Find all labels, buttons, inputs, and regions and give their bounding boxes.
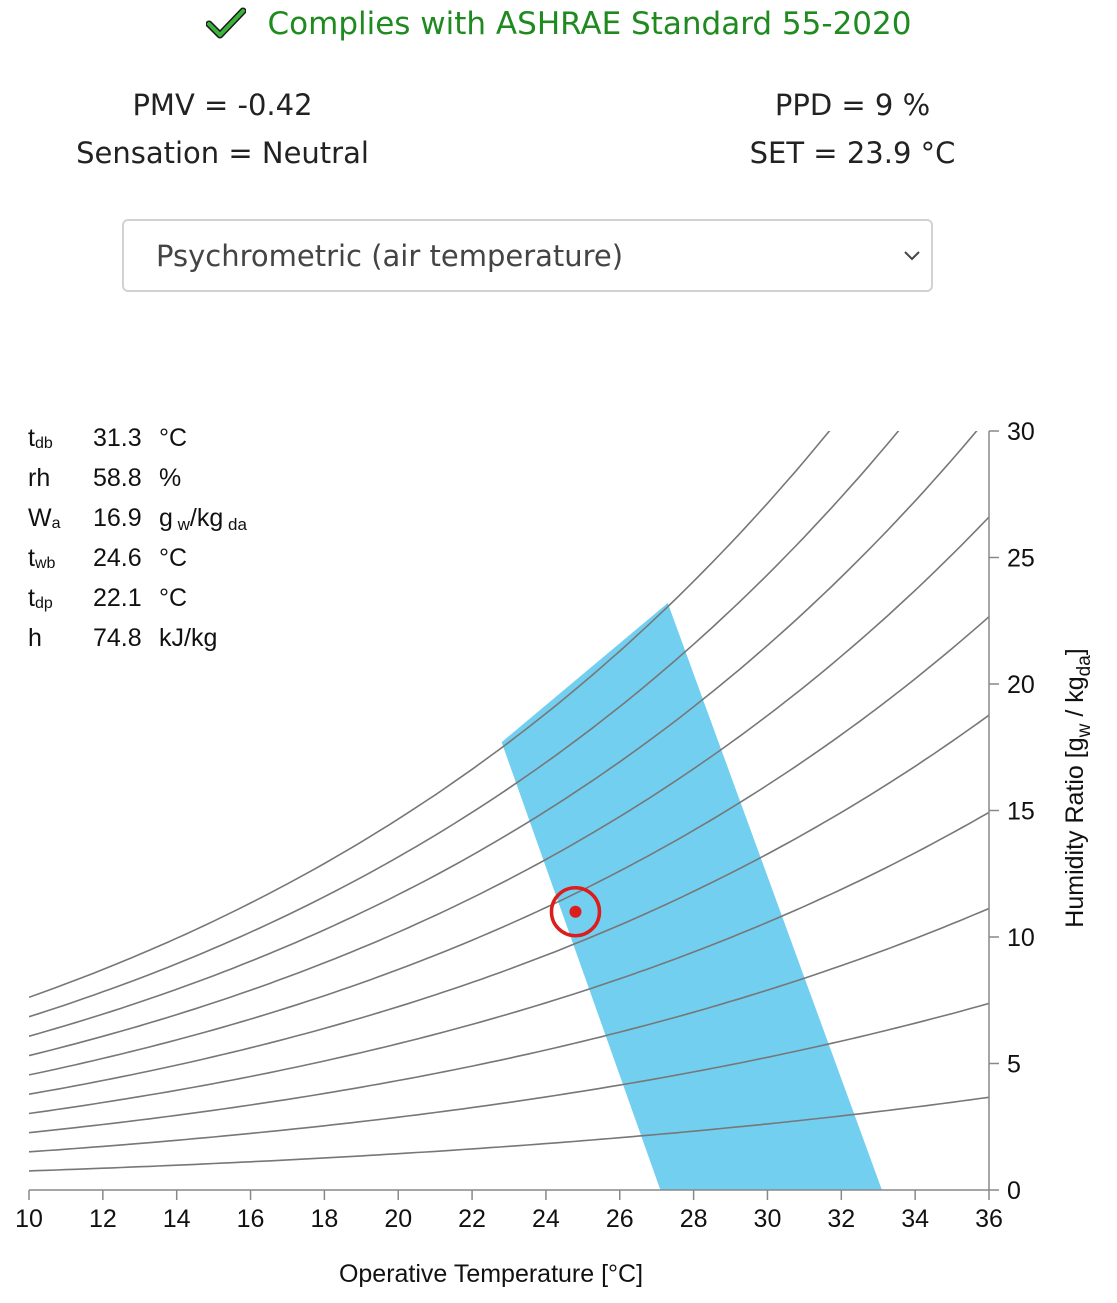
property-symbol: rh <box>28 464 51 492</box>
x-tick-label: 28 <box>680 1205 708 1233</box>
property-value: 24.6 <box>93 544 142 572</box>
y-tick-label: 20 <box>1007 671 1035 699</box>
current-condition-point <box>569 905 582 918</box>
sensation-value: Sensation = Neutral <box>76 136 369 170</box>
property-unit: °C <box>159 584 188 612</box>
ppd-value: PPD = 9 % <box>774 88 931 122</box>
chart-type-selected: Psychrometric (air temperature) <box>156 238 624 273</box>
property-unit: g w/kg da <box>159 504 247 534</box>
x-tick-label: 34 <box>901 1205 929 1233</box>
property-unit: °C <box>159 544 188 572</box>
property-value: 31.3 <box>93 424 142 452</box>
rh-curve-50 <box>29 714 989 1095</box>
rh-curve-30 <box>29 907 989 1134</box>
x-tick-label: 12 <box>89 1205 117 1233</box>
property-symbol: h <box>28 624 42 652</box>
rh-curve-60 <box>29 616 989 1076</box>
chart-type-select[interactable]: Psychrometric (air temperature) <box>122 219 933 292</box>
chevron-down-icon <box>904 251 920 261</box>
property-unit: kJ/kg <box>159 624 218 652</box>
x-tick-label: 10 <box>15 1205 43 1233</box>
property-value: 16.9 <box>93 504 142 532</box>
property-value: 58.8 <box>93 464 142 492</box>
x-tick-label: 32 <box>827 1205 855 1233</box>
rh-curve-100 <box>29 431 831 999</box>
property-value: 22.1 <box>93 584 142 612</box>
rh-curve-40 <box>29 811 989 1115</box>
pmv-value: PMV = -0.42 <box>132 88 313 122</box>
y-tick-label: 30 <box>1007 418 1035 446</box>
property-symbol: tdb <box>28 424 53 452</box>
property-symbol: twb <box>28 544 56 572</box>
x-tick-label: 36 <box>975 1205 1003 1233</box>
x-tick-label: 20 <box>384 1205 412 1233</box>
x-tick-label: 18 <box>310 1205 338 1233</box>
y-tick-label: 15 <box>1007 798 1035 826</box>
x-axis-label: Operative Temperature [°C] <box>339 1260 643 1288</box>
compliance-banner: Complies with ASHRAE Standard 55-2020 <box>0 6 1117 42</box>
x-tick-label: 30 <box>754 1205 782 1233</box>
comfort-zone <box>501 603 882 1190</box>
property-symbol: Wa <box>28 504 61 532</box>
property-symbol: tdp <box>28 584 53 612</box>
property-unit: % <box>159 464 182 492</box>
property-unit: °C <box>159 424 188 452</box>
y-tick-label: 5 <box>1007 1051 1021 1079</box>
x-tick-label: 14 <box>163 1205 191 1233</box>
check-icon <box>205 7 246 39</box>
rh-curve-20 <box>29 1002 989 1153</box>
property-value: 74.8 <box>93 624 142 652</box>
y-tick-label: 25 <box>1007 545 1035 573</box>
x-tick-label: 24 <box>532 1205 560 1233</box>
compliance-text: Complies with ASHRAE Standard 55-2020 <box>267 6 912 42</box>
y-tick-label: 0 <box>1007 1177 1021 1205</box>
rh-curve-90 <box>29 431 900 1018</box>
y-axis-label: Humidity Ratio [gw / kgda] <box>1061 648 1095 927</box>
x-tick-label: 26 <box>606 1205 634 1233</box>
rh-curve-70 <box>29 516 989 1057</box>
rh-curve-80 <box>29 431 978 1037</box>
x-tick-label: 16 <box>237 1205 265 1233</box>
current-condition-ring <box>549 885 602 938</box>
y-tick-label: 10 <box>1007 924 1035 952</box>
set-value: SET = 23.9 °C <box>749 136 956 170</box>
rh-curve-10 <box>29 1096 989 1172</box>
x-tick-label: 22 <box>458 1205 486 1233</box>
